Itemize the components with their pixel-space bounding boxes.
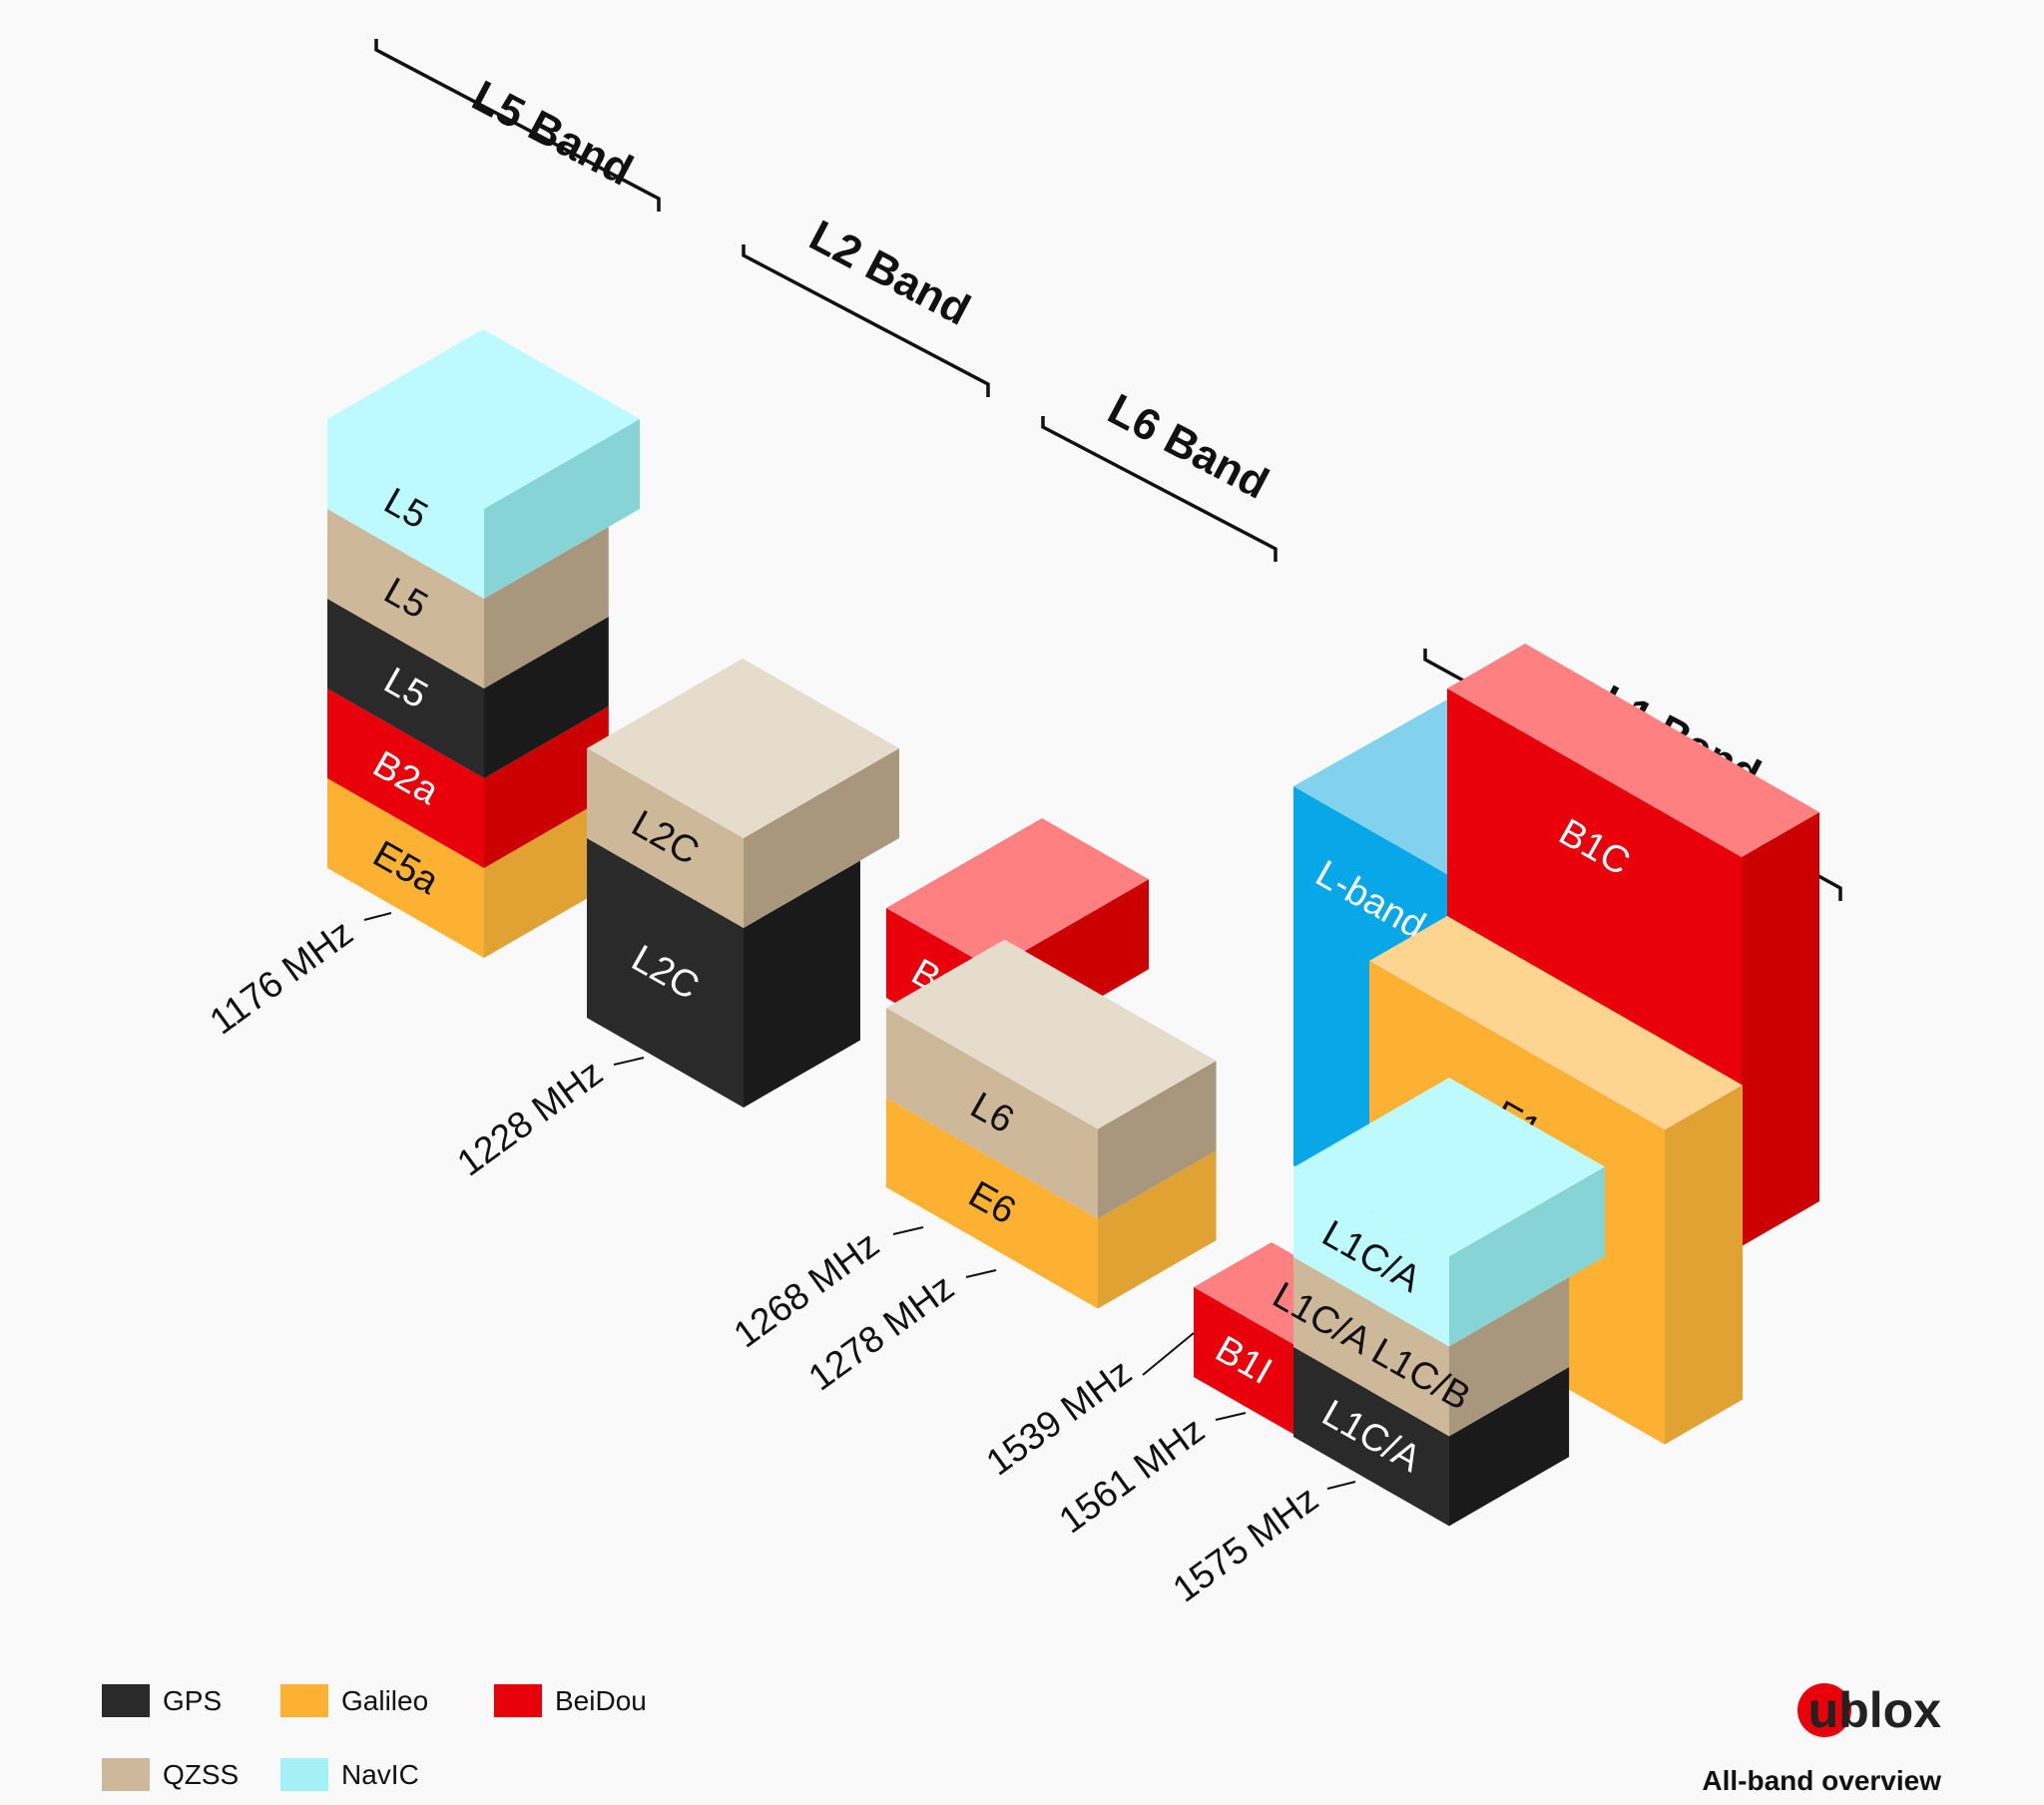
block-l5-qzss-front [327, 509, 484, 688]
block-l5-b2a-front [327, 688, 484, 868]
block-l5-qzss-side [484, 526, 609, 688]
legend-item-beidou: BeiDou [494, 1684, 647, 1717]
band-l6: L6 Band [1041, 385, 1278, 562]
block-l2-qzss-front [587, 748, 744, 928]
legend-swatch-gps [102, 1684, 150, 1717]
block-l5-b2a-side [484, 705, 609, 868]
block-l5-e5a-side [484, 795, 609, 958]
frequency-label: 1176 MHz [203, 912, 360, 1043]
legend-item-navic: NavIC [280, 1758, 419, 1791]
signal-blocks: E5aB2aL5L5L5L2CL2CB3IE6L6L-bandB1CE1B1IL… [327, 329, 1819, 1527]
block-l2-gps-side [744, 860, 860, 1108]
block-l1-qzss-side [1449, 1277, 1570, 1437]
legend-label-galileo: Galileo [341, 1685, 428, 1716]
block-l2-qzss-top [587, 659, 899, 838]
legend-label-gps: GPS [163, 1685, 222, 1716]
block-l1-navic-front [1293, 1167, 1449, 1347]
legend-item-galileo: Galileo [280, 1684, 428, 1717]
band-l5: L5 Band [374, 39, 661, 212]
frequency-leader [1326, 1481, 1356, 1490]
band-l2: L2 Band [742, 212, 990, 397]
block-l1-b1c-top [1447, 644, 1819, 858]
frequency-leader [613, 1057, 645, 1066]
block-l5-gps-front [327, 599, 484, 778]
ublox-logo: ublox [1797, 1682, 1941, 1738]
block-l6-l6-side [1098, 1061, 1217, 1219]
block-l5-navic-top [327, 329, 640, 509]
block-l5-navic-front [327, 419, 484, 599]
block-l6-e6-front [886, 1098, 1098, 1309]
legend-swatch-qzss [102, 1758, 150, 1791]
band-label-l2: L2 Band [801, 212, 977, 335]
block-l6-l6-top [886, 939, 1217, 1129]
block-l1-qzss-front [1293, 1257, 1449, 1437]
frequency-leader [965, 1269, 997, 1278]
block-l1-e1-side [1665, 1085, 1743, 1445]
ublox-logo-text: ublox [1808, 1682, 1942, 1738]
block-l1-gps-side [1449, 1367, 1570, 1527]
block-l1-b1i-front [1194, 1287, 1293, 1435]
legend-label-navic: NavIC [341, 1759, 419, 1790]
block-l1-navic-side [1449, 1166, 1605, 1347]
block-l1-b1c-side [1742, 812, 1819, 1247]
frequency-leader [363, 912, 392, 921]
band-label-l6: L6 Band [1100, 385, 1276, 509]
frequency-label: 1575 MHz [1166, 1478, 1326, 1609]
frequency-label: 1228 MHz [450, 1052, 611, 1183]
frequency-leader [892, 1226, 924, 1235]
frequency-leader [1142, 1332, 1195, 1376]
ublox-logo-circle [1797, 1683, 1851, 1737]
legend-item-gps: GPS [102, 1684, 222, 1717]
block-l6-b3i-top [886, 818, 1149, 970]
legend-swatch-beidou [494, 1684, 542, 1717]
legend-label-beidou: BeiDou [555, 1685, 647, 1716]
block-l5-navic-side [484, 418, 640, 599]
block-l5-e5a-front [327, 778, 484, 958]
block-l1-navic-top [1293, 1078, 1605, 1257]
block-l5-gps-side [484, 616, 609, 778]
block-l2-qzss-side [744, 747, 899, 928]
block-l1-gps-front [1293, 1347, 1449, 1527]
frequency-leader [1215, 1412, 1247, 1421]
legend-swatch-galileo [280, 1684, 328, 1717]
block-l1-e1-top [1369, 916, 1743, 1130]
legend-item-qzss: QZSS [102, 1758, 239, 1791]
diagram-caption: All-band overview [1702, 1765, 1941, 1796]
legend-label-qzss: QZSS [163, 1759, 239, 1790]
block-l6-l6-front [886, 1008, 1098, 1219]
legend-swatch-navic [280, 1758, 328, 1791]
block-l6-e6-side [1098, 1150, 1217, 1309]
block-l2-gps-front [587, 838, 744, 1108]
legend: GPS Galileo BeiDou QZSS NavIC [102, 1684, 647, 1791]
band-label-l5: L5 Band [464, 72, 640, 196]
